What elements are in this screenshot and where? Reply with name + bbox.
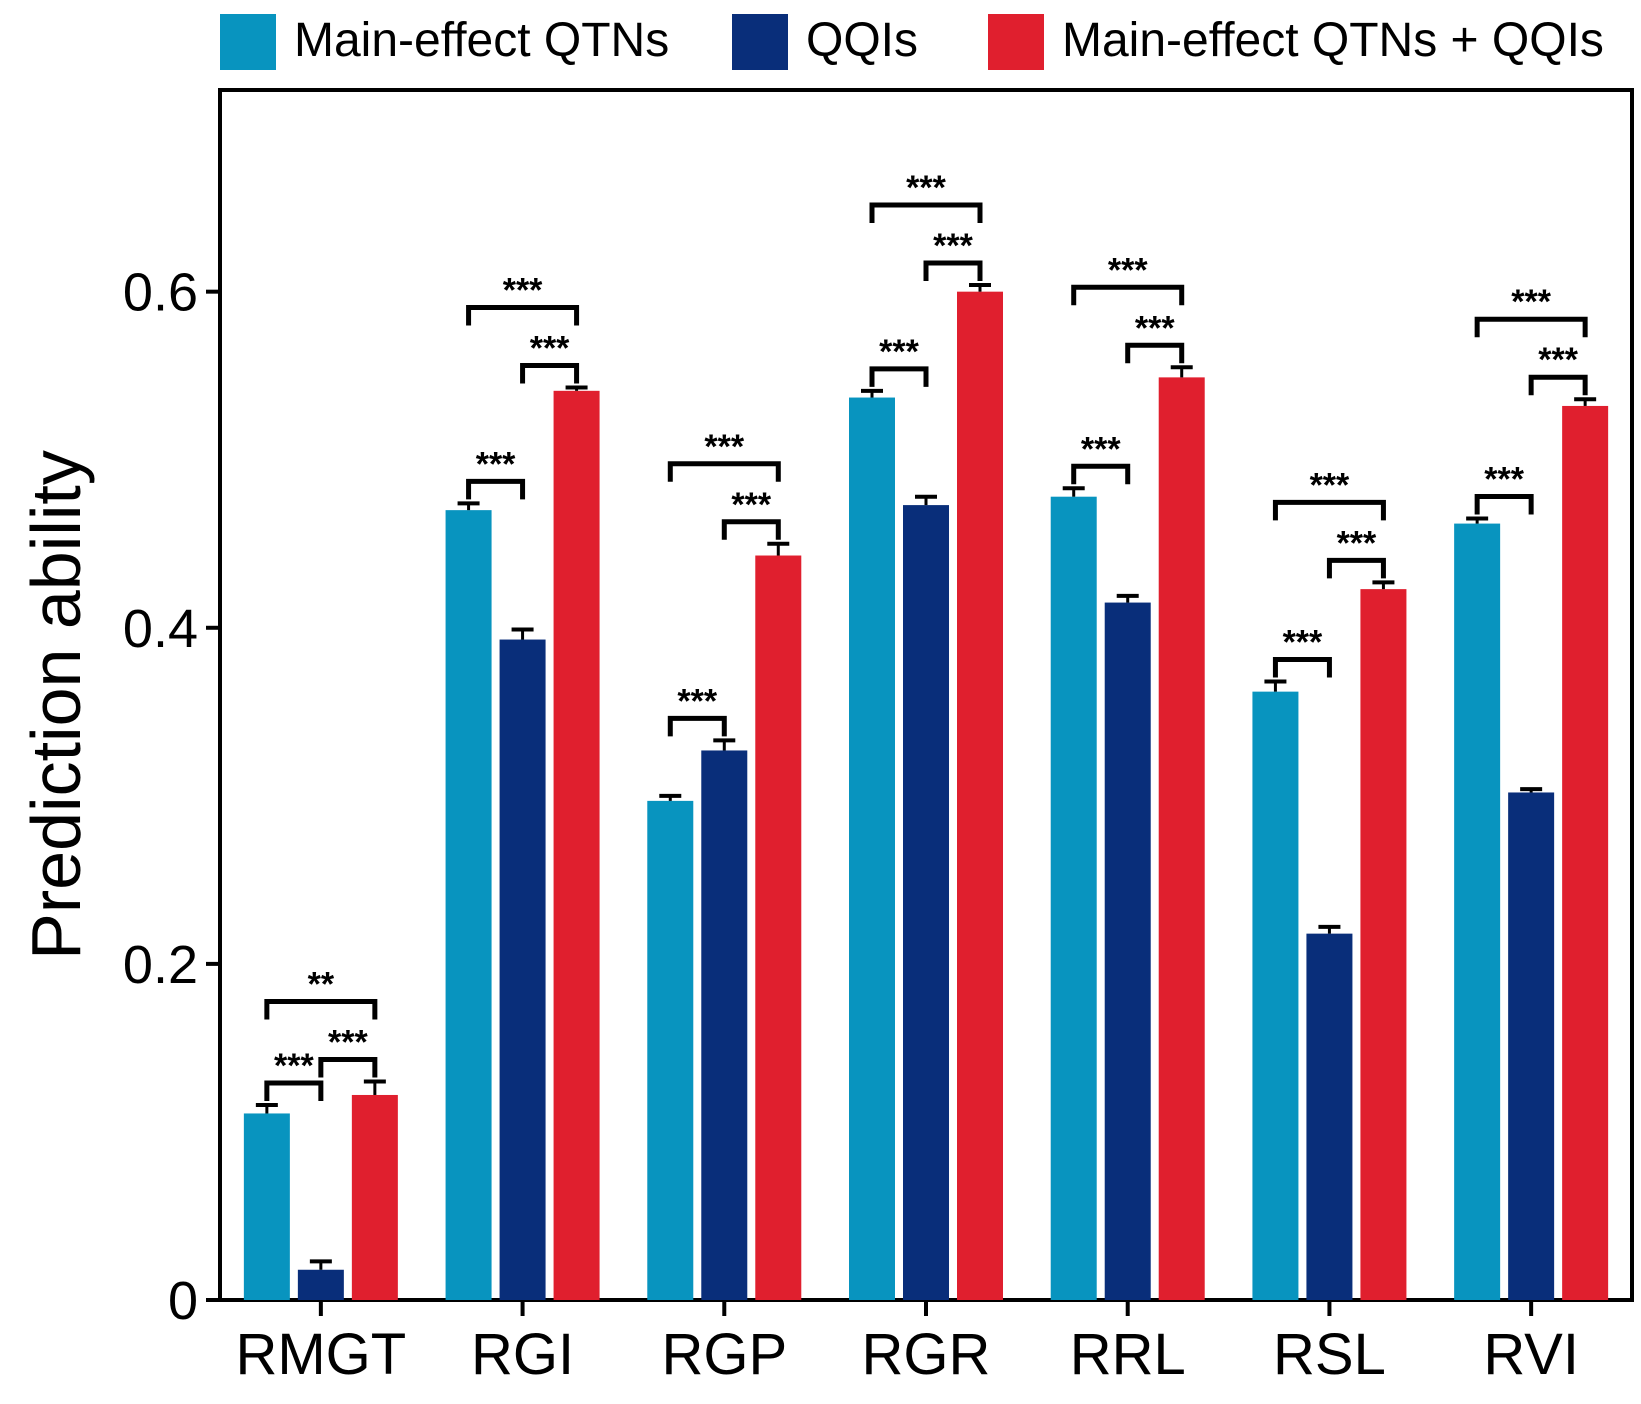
bar [849,397,895,1301]
significance-label: *** [906,169,946,207]
significance-brackets: ****************************************… [264,169,1588,1102]
significance-bracket [466,478,526,500]
legend: Main-effect QTNs QQIs Main-effect QTNs + Q… [220,14,1604,70]
legend-swatch [988,14,1044,70]
significance-bracket [466,304,580,326]
significance-label: *** [933,227,973,265]
legend-label: Main-effect QTNs + QQIs [1062,14,1604,67]
significance-label: *** [704,428,744,466]
legend-label: QQIs [806,14,918,67]
significance-bracket [1326,557,1386,579]
y-tick-label: 0.4 [123,599,198,659]
significance-label: *** [1484,461,1524,499]
significance-label: ** [308,966,335,1004]
bars [243,282,1609,1301]
bar [553,390,600,1300]
significance-bracket [869,202,983,223]
bar [1104,602,1151,1300]
significance-bracket [1071,463,1131,485]
significance-label: *** [274,1047,314,1085]
x-tick-label: RMGT [235,1322,406,1387]
bar [647,800,694,1300]
bar [957,291,1003,1301]
significance-label: *** [677,682,717,720]
y-axis-label: Prediction ability [17,450,95,960]
bar [1306,933,1353,1300]
significance-bracket [1125,342,1185,364]
significance-label: *** [503,271,543,309]
significance-bracket [1071,284,1185,306]
x-tick-label: RGR [862,1322,991,1387]
bar [1508,792,1555,1300]
bar [1050,496,1097,1300]
significance-label: *** [1310,466,1350,504]
significance-bracket [1272,657,1332,678]
bar [903,505,949,1300]
significance-label: *** [1135,309,1175,347]
significance-bracket [667,461,781,482]
bar [243,1113,290,1300]
bar [297,1269,344,1300]
x-axis: RMGT RGI RGP RGR RRL RSL RVI [235,1300,1579,1387]
x-tick-label: RRL [1070,1322,1186,1387]
significance-bracket [869,366,929,387]
x-tick-label: RGI [471,1322,574,1387]
significance-bracket [1474,316,1588,338]
bar [1454,523,1501,1300]
significance-bracket [520,362,580,384]
significance-bracket [923,260,983,281]
y-tick-label: 0 [168,1271,198,1331]
legend-swatch [732,14,788,70]
significance-label: *** [1108,251,1148,289]
significance-label: *** [1511,283,1551,321]
y-axis: 0 0.2 0.4 0.6 [123,263,220,1331]
significance-label: *** [1337,524,1377,562]
significance-bracket [264,1080,324,1102]
significance-bracket [721,519,781,540]
significance-label: *** [328,1024,368,1062]
bar [1360,589,1407,1300]
bar [701,750,748,1300]
significance-label: *** [879,333,919,371]
y-tick-label: 0.2 [123,935,198,995]
significance-bracket [264,999,378,1020]
x-tick-label: RGP [661,1322,787,1387]
bar [1252,691,1299,1300]
bar [1158,377,1205,1300]
significance-bracket [1474,494,1534,515]
significance-label: *** [1283,624,1323,662]
bar [499,639,546,1300]
x-tick-label: RSL [1273,1322,1386,1387]
legend-label: Main-effect QTNs [294,14,669,67]
bar [445,510,492,1300]
x-tick-label: RVI [1483,1322,1579,1387]
bar [351,1094,398,1300]
significance-label: *** [476,445,516,483]
significance-label: *** [1538,341,1578,379]
significance-bracket [1272,499,1386,521]
y-tick-label: 0.6 [123,263,198,323]
significance-bracket [667,715,727,737]
significance-bracket [1528,374,1588,396]
significance-bracket [318,1057,378,1078]
legend-swatch [220,14,276,70]
significance-label: *** [1081,430,1121,468]
bar [1562,405,1609,1300]
significance-label: *** [731,486,771,524]
significance-label: *** [530,329,570,367]
bar [755,555,802,1300]
